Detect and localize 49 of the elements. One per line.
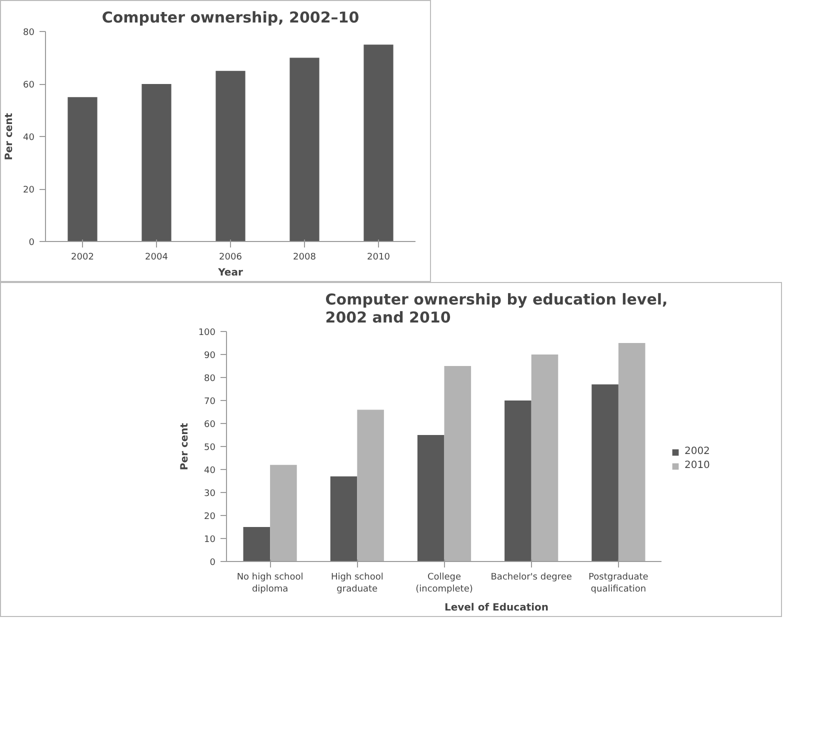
y-tick-label: 40 bbox=[204, 466, 216, 476]
bar bbox=[364, 44, 394, 242]
legend-label: 2010 bbox=[684, 460, 710, 471]
y-tick-label: 20 bbox=[204, 512, 216, 522]
bar bbox=[504, 400, 532, 562]
chart-title: Computer ownership, 2002–10 bbox=[102, 8, 360, 26]
bar bbox=[592, 384, 618, 562]
chart-title: Computer ownership by education level, 2002 and 2010 bbox=[325, 290, 668, 326]
y-tick-label: 50 bbox=[204, 443, 216, 453]
x-tick-label: No high school diploma bbox=[236, 572, 304, 594]
y-tick-label: 10 bbox=[204, 535, 216, 545]
x-tick-label: 2004 bbox=[145, 252, 168, 262]
bar bbox=[618, 343, 646, 562]
bar bbox=[444, 366, 472, 562]
x-axis-title: Level of Education bbox=[444, 602, 549, 614]
x-tick-label: High school graduate bbox=[330, 572, 384, 594]
y-tick-label: 80 bbox=[23, 28, 35, 38]
y-axis-title: Per cent bbox=[4, 112, 16, 160]
x-axis-title: Year bbox=[217, 268, 243, 278]
y-tick-label: 0 bbox=[28, 238, 35, 248]
bar bbox=[330, 476, 358, 562]
x-tick-label: 2002 bbox=[71, 252, 94, 262]
y-tick-label: 20 bbox=[23, 186, 35, 196]
y-tick-label: 70 bbox=[204, 397, 216, 407]
bar bbox=[216, 70, 246, 242]
bar bbox=[417, 435, 444, 562]
y-tick-label: 30 bbox=[204, 489, 216, 499]
y-tick-label: 60 bbox=[23, 80, 35, 90]
y-tick-label: 40 bbox=[23, 133, 35, 143]
x-tick-label: Bachelor's degree bbox=[490, 572, 572, 582]
y-tick-label: 0 bbox=[210, 558, 216, 568]
y-tick-label: 60 bbox=[204, 420, 216, 430]
bar bbox=[142, 84, 172, 242]
y-tick-label: 100 bbox=[198, 328, 216, 338]
x-tick-label: 2008 bbox=[293, 252, 316, 262]
bar bbox=[357, 410, 384, 562]
x-tick-label: College (incomplete) bbox=[416, 572, 473, 594]
y-tick-label: 80 bbox=[204, 374, 216, 384]
legend-label: 2002 bbox=[684, 446, 710, 457]
bar bbox=[68, 97, 98, 242]
x-tick-label: 2010 bbox=[367, 252, 390, 262]
y-axis-title: Per cent bbox=[179, 422, 190, 470]
x-tick-label: Postgraduate qualification bbox=[588, 572, 649, 594]
bar bbox=[531, 354, 558, 562]
x-tick-label: 2006 bbox=[219, 252, 242, 262]
bar bbox=[243, 527, 270, 562]
bar bbox=[290, 58, 320, 242]
y-tick-label: 90 bbox=[204, 351, 216, 361]
bar bbox=[270, 464, 297, 562]
